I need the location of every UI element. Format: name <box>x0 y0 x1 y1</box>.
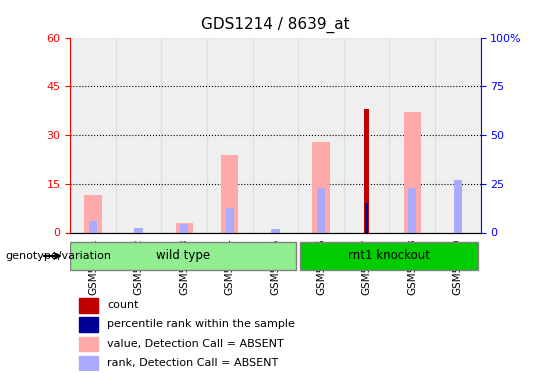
Bar <box>134 228 143 232</box>
Bar <box>454 180 462 232</box>
Bar <box>226 208 234 232</box>
Bar <box>408 188 416 232</box>
Bar <box>221 154 239 232</box>
Bar <box>176 223 193 232</box>
Title: GDS1214 / 8639_at: GDS1214 / 8639_at <box>201 17 350 33</box>
Bar <box>180 224 188 232</box>
Bar <box>312 141 329 232</box>
Bar <box>79 317 98 332</box>
Bar <box>79 337 98 351</box>
Bar <box>300 242 478 270</box>
Bar <box>389 38 435 232</box>
Bar <box>161 38 207 232</box>
Bar <box>89 221 97 232</box>
Text: percentile rank within the sample: percentile rank within the sample <box>107 319 295 329</box>
Text: rnt1 knockout: rnt1 knockout <box>348 249 430 262</box>
Bar <box>70 38 116 232</box>
Bar <box>403 112 421 232</box>
Bar <box>79 356 98 370</box>
Bar <box>298 38 344 232</box>
Bar <box>317 188 325 232</box>
Text: count: count <box>107 300 138 310</box>
Bar <box>207 38 253 232</box>
Bar <box>344 38 389 232</box>
Bar <box>84 195 102 232</box>
Bar <box>435 38 481 232</box>
Bar <box>253 38 298 232</box>
Bar <box>70 242 296 270</box>
Text: genotype/variation: genotype/variation <box>5 251 111 261</box>
Bar <box>79 298 98 313</box>
Bar <box>271 229 280 232</box>
Text: wild type: wild type <box>156 249 210 262</box>
Bar <box>116 38 161 232</box>
Bar <box>364 109 369 232</box>
Text: value, Detection Call = ABSENT: value, Detection Call = ABSENT <box>107 339 284 349</box>
Text: rank, Detection Call = ABSENT: rank, Detection Call = ABSENT <box>107 358 278 368</box>
Bar <box>365 203 368 232</box>
